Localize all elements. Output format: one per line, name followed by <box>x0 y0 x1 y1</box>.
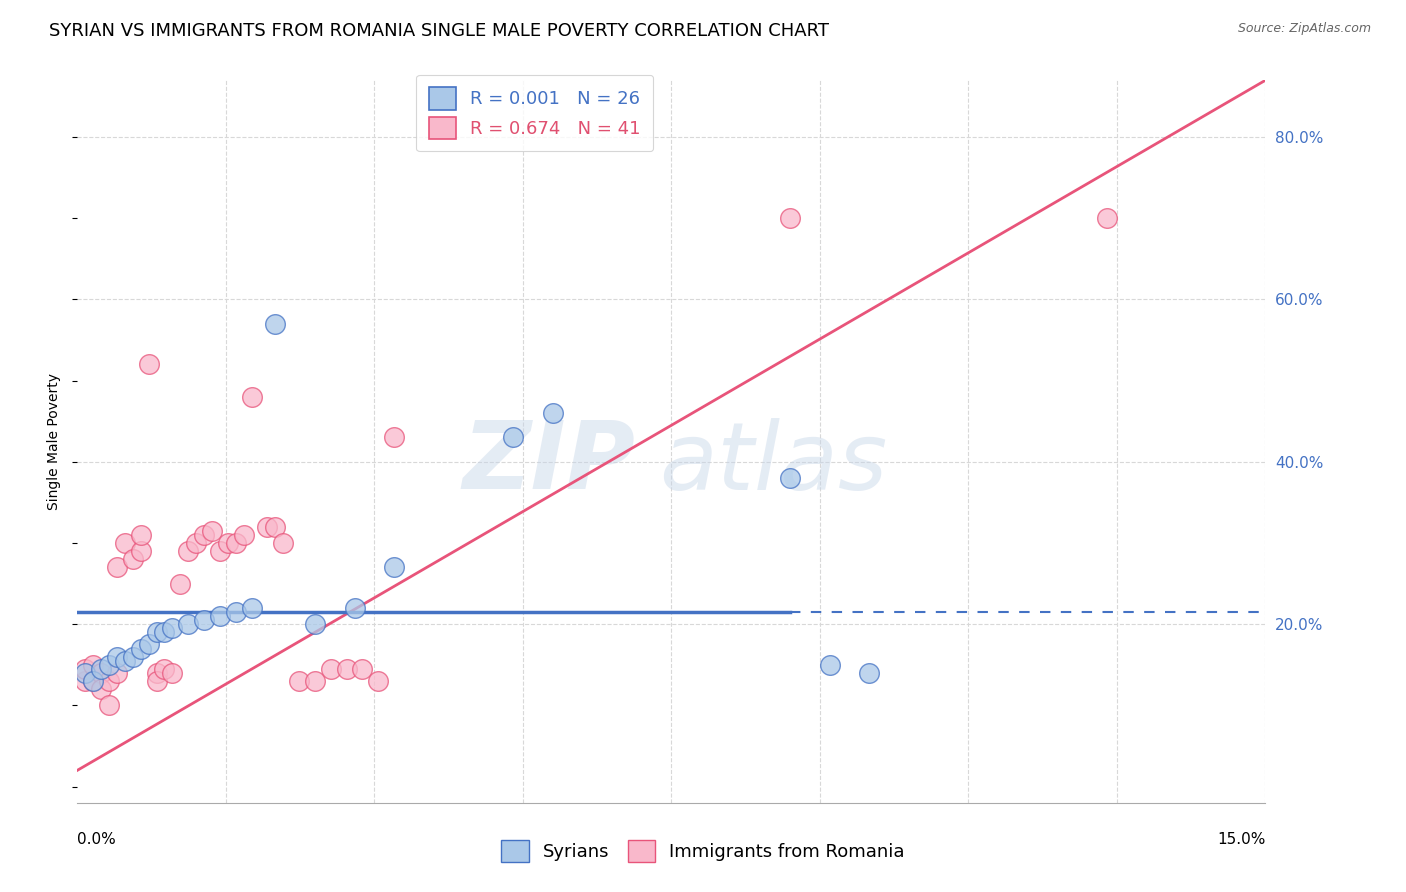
Point <box>193 528 215 542</box>
Point <box>240 601 263 615</box>
Point <box>240 390 263 404</box>
Point <box>541 406 564 420</box>
Point <box>818 657 841 672</box>
Point <box>105 560 128 574</box>
Point <box>319 662 342 676</box>
Point <box>98 698 121 713</box>
Point <box>121 649 143 664</box>
Text: Source: ZipAtlas.com: Source: ZipAtlas.com <box>1237 22 1371 36</box>
Point <box>271 536 294 550</box>
Point <box>145 625 167 640</box>
Point <box>304 617 326 632</box>
Point <box>1095 211 1118 226</box>
Point <box>352 662 374 676</box>
Point <box>367 673 389 688</box>
Point <box>779 471 801 485</box>
Point <box>177 544 200 558</box>
Point <box>105 665 128 680</box>
Legend: R = 0.001   N = 26, R = 0.674   N = 41: R = 0.001 N = 26, R = 0.674 N = 41 <box>416 75 654 152</box>
Point <box>186 536 208 550</box>
Point <box>153 625 176 640</box>
Point <box>336 662 359 676</box>
Point <box>82 673 104 688</box>
Point <box>82 673 104 688</box>
Point <box>225 536 247 550</box>
Point <box>145 673 167 688</box>
Point <box>208 544 231 558</box>
Point <box>90 682 112 697</box>
Point <box>304 673 326 688</box>
Point <box>169 576 191 591</box>
Text: atlas: atlas <box>659 417 887 508</box>
Text: SYRIAN VS IMMIGRANTS FROM ROMANIA SINGLE MALE POVERTY CORRELATION CHART: SYRIAN VS IMMIGRANTS FROM ROMANIA SINGLE… <box>49 22 830 40</box>
Point <box>75 673 97 688</box>
Point <box>138 638 160 652</box>
Point <box>129 641 152 656</box>
Point <box>779 211 801 226</box>
Point <box>90 665 112 680</box>
Point <box>208 609 231 624</box>
Point <box>98 673 121 688</box>
Point <box>502 430 524 444</box>
Point <box>343 601 366 615</box>
Point <box>105 649 128 664</box>
Point <box>256 520 278 534</box>
Point <box>98 657 121 672</box>
Point <box>82 657 104 672</box>
Text: 0.0%: 0.0% <box>77 831 117 847</box>
Point <box>382 430 405 444</box>
Point <box>129 544 152 558</box>
Point <box>75 662 97 676</box>
Point <box>858 665 880 680</box>
Point <box>288 673 311 688</box>
Point <box>264 317 287 331</box>
Point <box>201 524 224 538</box>
Point <box>145 665 167 680</box>
Point <box>382 560 405 574</box>
Point <box>177 617 200 632</box>
Point <box>225 605 247 619</box>
Point <box>114 654 136 668</box>
Point <box>121 552 143 566</box>
Point <box>162 665 184 680</box>
Text: 15.0%: 15.0% <box>1218 831 1265 847</box>
Point <box>153 662 176 676</box>
Point <box>193 613 215 627</box>
Point <box>264 520 287 534</box>
Y-axis label: Single Male Poverty: Single Male Poverty <box>48 373 62 510</box>
Legend: Syrians, Immigrants from Romania: Syrians, Immigrants from Romania <box>495 833 911 870</box>
Point <box>90 662 112 676</box>
Point <box>138 358 160 372</box>
Text: ZIP: ZIP <box>463 417 636 509</box>
Point <box>162 621 184 635</box>
Point <box>75 665 97 680</box>
Point <box>232 528 254 542</box>
Point <box>114 536 136 550</box>
Point <box>129 528 152 542</box>
Point <box>217 536 239 550</box>
